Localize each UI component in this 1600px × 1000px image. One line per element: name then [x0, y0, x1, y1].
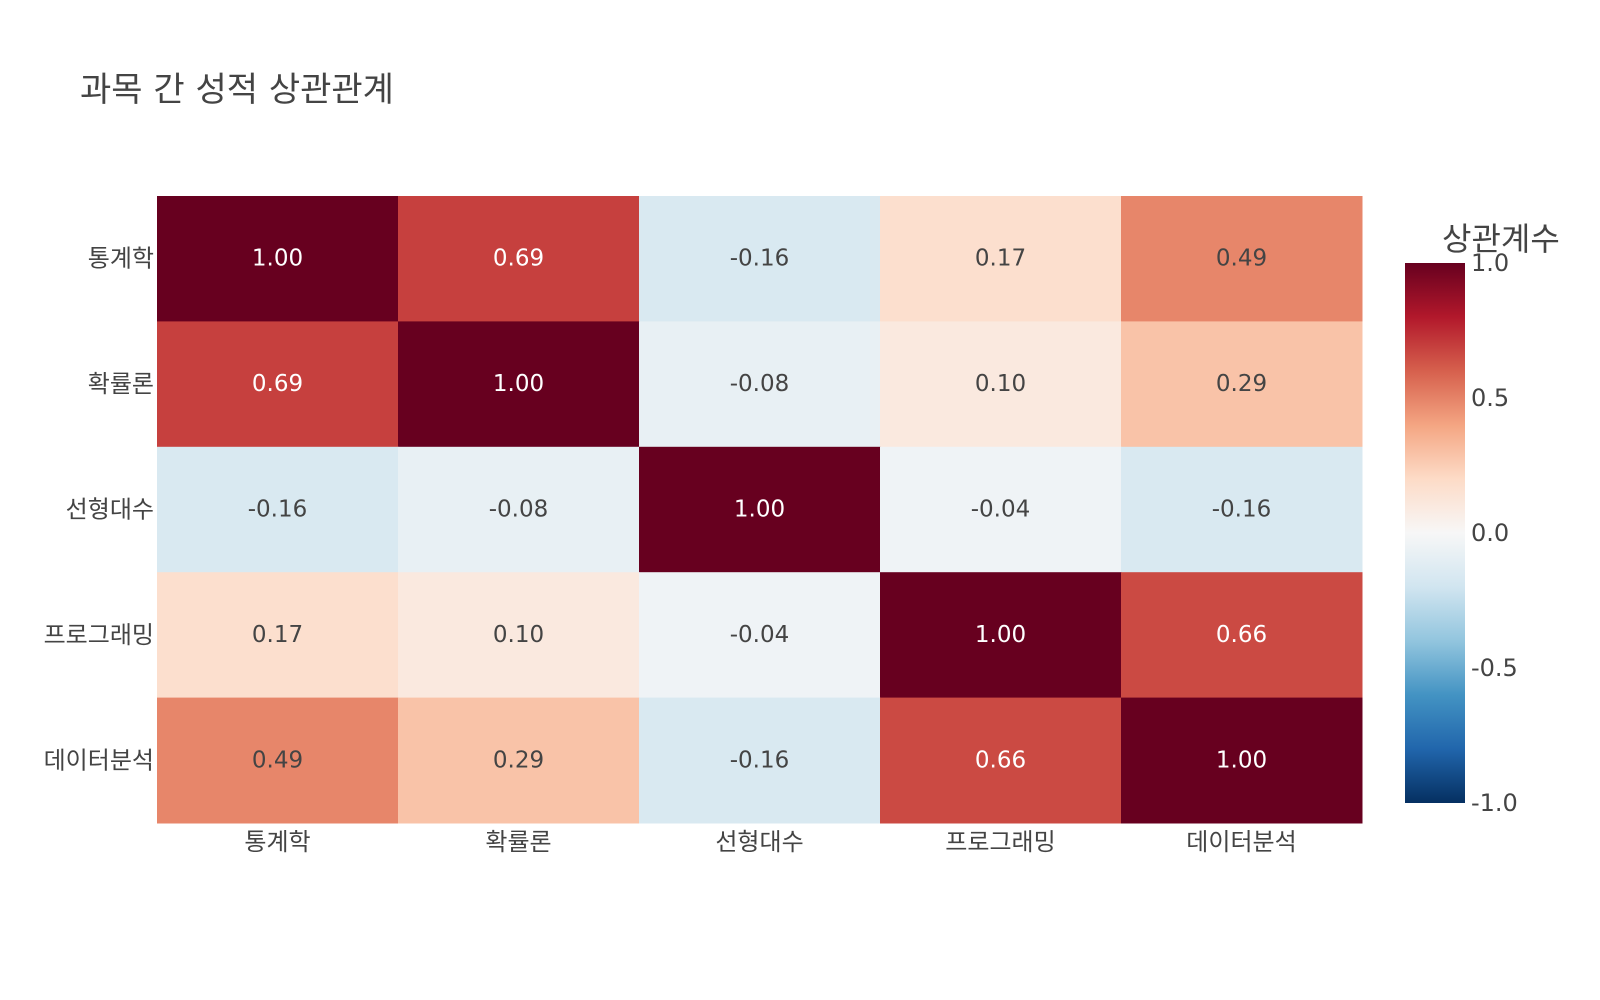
heatmap-cell[interactable] — [880, 572, 1122, 699]
cell-value-label: -0.16 — [730, 246, 790, 272]
y-tick-label: 프로그래밍 — [44, 621, 154, 649]
colorbar — [1405, 263, 1465, 803]
y-tick-label: 선형대수 — [66, 496, 154, 524]
heatmap-cell[interactable] — [639, 321, 881, 448]
heatmap-cell[interactable] — [880, 196, 1122, 322]
heatmap-cell[interactable] — [1121, 446, 1363, 573]
y-tick-label: 통계학 — [88, 245, 154, 273]
cell-value-label: -0.16 — [1212, 497, 1272, 523]
x-tick-label: 통계학 — [244, 828, 310, 856]
heatmap-cell[interactable] — [880, 446, 1122, 573]
cell-value-label: 1.00 — [252, 246, 303, 272]
cell-value-label: 0.17 — [975, 246, 1026, 272]
x-tick-label: 확률론 — [485, 828, 551, 856]
heatmap-cell[interactable] — [1121, 697, 1363, 824]
heatmap-cell[interactable] — [157, 446, 399, 573]
heatmap-cell[interactable] — [398, 697, 640, 824]
heatmap-cell[interactable] — [1121, 196, 1363, 322]
cell-value-label: 1.00 — [734, 497, 785, 523]
cell-value-label: 0.69 — [493, 246, 544, 272]
cell-value-label: 0.29 — [493, 747, 544, 773]
x-tick-label: 선형대수 — [715, 828, 803, 856]
cell-value-label: -0.08 — [489, 497, 549, 523]
cell-value-label: 0.49 — [252, 747, 303, 773]
heatmap-cell[interactable] — [639, 446, 881, 573]
cell-value-label: -0.04 — [971, 497, 1031, 523]
cell-value-label: 1.00 — [975, 622, 1026, 648]
heatmap-cell[interactable] — [398, 572, 640, 699]
heatmap-cell[interactable] — [1121, 321, 1363, 448]
y-tick-label: 데이터분석 — [44, 746, 154, 774]
heatmap-cell[interactable] — [880, 697, 1122, 824]
cell-value-label: 0.66 — [1216, 622, 1267, 648]
cell-value-label: 0.17 — [252, 622, 303, 648]
x-tick-label: 데이터분석 — [1186, 828, 1296, 856]
colorbar-tick-label: 0.5 — [1471, 384, 1509, 412]
cell-value-label: 0.10 — [975, 371, 1026, 397]
x-tick-label: 프로그래밍 — [945, 828, 1055, 856]
colorbar-tick-label: -0.5 — [1471, 654, 1518, 682]
cell-value-label: 0.66 — [975, 747, 1026, 773]
chart-title: 과목 간 성적 상관관계 — [80, 70, 394, 110]
colorbar-title: 상관계수 — [1442, 220, 1560, 258]
heatmap-cell[interactable] — [398, 446, 640, 573]
heatmap-cell[interactable] — [398, 196, 640, 322]
cell-value-label: 0.69 — [252, 371, 303, 397]
heatmap-cell[interactable] — [639, 697, 881, 824]
heatmap-cells: 1.00 0.69 -0.16 0.17 0.49 0.69 1.00 -0.08 0.10 0.… — [157, 196, 1363, 824]
heatmap-cell[interactable] — [639, 572, 881, 699]
colorbar-tick-label: 1.0 — [1471, 249, 1509, 277]
cell-value-label: 1.00 — [1216, 747, 1267, 773]
colorbar-tick-label: -1.0 — [1471, 789, 1518, 817]
cell-value-label: 1.00 — [493, 371, 544, 397]
heatmap-cell[interactable] — [157, 697, 399, 824]
heatmap-cell[interactable] — [157, 572, 399, 699]
heatmap-cell[interactable] — [639, 196, 881, 322]
cell-value-label: -0.08 — [730, 371, 790, 397]
heatmap-cell[interactable] — [880, 321, 1122, 448]
cell-value-label: 0.49 — [1216, 246, 1267, 272]
colorbar-ticks: 1.0 0.5 0.0 -0.5 -1.0 — [1471, 249, 1518, 817]
y-tick-label: 확률론 — [88, 370, 154, 398]
colorbar-tick-label: 0.0 — [1471, 519, 1509, 547]
heatmap-cell[interactable] — [1121, 572, 1363, 699]
cell-value-label: -0.16 — [730, 747, 790, 773]
heatmap-cell[interactable] — [157, 321, 399, 448]
cell-value-label: -0.04 — [730, 622, 790, 648]
cell-value-label: 0.29 — [1216, 371, 1267, 397]
heatmap-cell[interactable] — [398, 321, 640, 448]
cell-value-label: 0.10 — [493, 622, 544, 648]
heatmap-cell[interactable] — [157, 196, 399, 322]
cell-value-label: -0.16 — [248, 497, 308, 523]
x-axis-labels: 통계학 확률론 선형대수 프로그래밍 데이터분석 — [244, 828, 1296, 856]
